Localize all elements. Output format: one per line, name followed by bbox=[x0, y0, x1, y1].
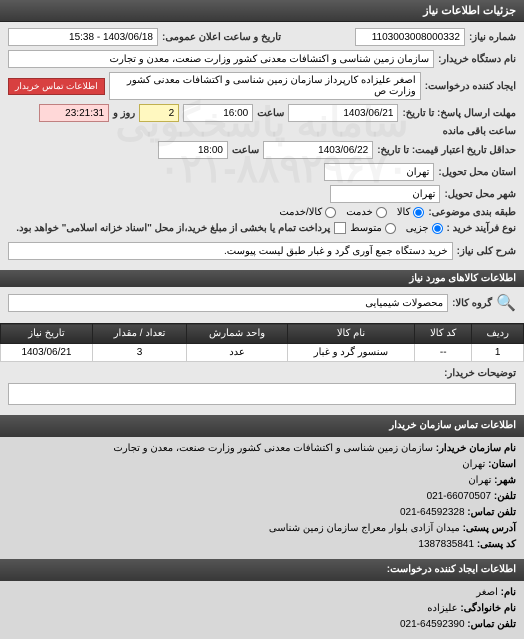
radio-kala-khadamat[interactable]: کالا/خدمت bbox=[279, 207, 336, 218]
label-need-number: شماره نیاز: bbox=[469, 32, 516, 43]
table-row: 1 -- سنسور گرد و غبار عدد 3 1403/06/21 bbox=[1, 344, 524, 362]
col-name: نام کالا bbox=[287, 324, 414, 344]
field-delivery-province: تهران bbox=[324, 163, 434, 181]
field-buyer-org: سازمان زمین شناسی و اکتشافات معدنی کشور … bbox=[8, 50, 434, 68]
radio-khadamat-input[interactable] bbox=[376, 207, 387, 218]
field-buyer-notes[interactable] bbox=[8, 383, 516, 405]
label-full-payment: پرداخت تمام یا بخشی از مبلغ خرید،از محل … bbox=[16, 223, 330, 234]
goods-info-header: اطلاعات کالاهای مورد نیاز bbox=[0, 270, 524, 287]
checkbox-full-payment[interactable] bbox=[334, 222, 346, 234]
field-response-deadline-time: 16:00 bbox=[183, 104, 253, 122]
field-goods-group: محصولات شیمیایی bbox=[8, 294, 448, 312]
contact-block: اطلاعات تماس سازمان خریدار نام سازمان خر… bbox=[0, 415, 524, 639]
contact-header-1: اطلاعات تماس سازمان خریدار bbox=[0, 415, 524, 437]
field-need-title: خرید دستگاه جمع آوری گرد و غبار طبق لیست… bbox=[8, 242, 453, 260]
label-time-remaining: ساعت باقی مانده bbox=[443, 126, 516, 137]
label-validity-deadline: حداقل تاریخ اعتبار قیمت: تا تاریخ: bbox=[377, 145, 516, 156]
field-days-remaining: 2 bbox=[139, 104, 179, 122]
panel-header: جزئیات اطلاعات نیاز bbox=[0, 0, 524, 22]
radio-medium[interactable]: متوسط bbox=[350, 223, 395, 234]
label-purchase-type: نوع فرآیند خرید : bbox=[447, 223, 516, 234]
panel-title: جزئیات اطلاعات نیاز bbox=[423, 5, 516, 17]
purchase-type-radio-group: جزیی متوسط bbox=[350, 223, 442, 234]
label-delivery-province: استان محل تحویل: bbox=[438, 167, 516, 178]
buyer-contact-button[interactable]: اطلاعات تماس خریدار bbox=[8, 78, 105, 95]
field-validity-deadline-date: 1403/06/22 bbox=[263, 141, 373, 159]
field-announce-datetime: 1403/06/18 - 15:38 bbox=[8, 28, 158, 46]
field-response-deadline-date: 1403/06/21 bbox=[288, 104, 398, 122]
goods-table: ردیف کد کالا نام کالا واحد شمارش تعداد /… bbox=[0, 323, 524, 362]
radio-kala-khadamat-input[interactable] bbox=[325, 207, 336, 218]
field-delivery-city: تهران bbox=[330, 185, 440, 203]
label-need-title: شرح کلی نیاز: bbox=[457, 246, 516, 257]
label-goods-group: گروه کالا: bbox=[452, 298, 492, 309]
label-delivery-city: شهر محل تحویل: bbox=[444, 189, 516, 200]
col-date: تاریخ نیاز bbox=[1, 324, 93, 344]
field-need-number: 1103003008000332 bbox=[355, 28, 465, 46]
field-time-remaining: 23:21:31 bbox=[39, 104, 109, 122]
label-announce-datetime: تاریخ و ساعت اعلان عمومی: bbox=[162, 32, 281, 43]
col-row: ردیف bbox=[472, 324, 524, 344]
col-code: کد کالا bbox=[415, 324, 472, 344]
field-requester: اصغر علیزاده کارپرداز سازمان زمین شناسی … bbox=[109, 72, 421, 100]
label-buyer-org: نام دستگاه خریدار: bbox=[438, 54, 516, 65]
field-validity-deadline-time: 18:00 bbox=[158, 141, 228, 159]
label-time-2: ساعت bbox=[232, 145, 259, 156]
col-unit: واحد شمارش bbox=[187, 324, 288, 344]
radio-kala-input[interactable] bbox=[413, 207, 424, 218]
category-radio-group: کالا خدمت کالا/خدمت bbox=[279, 207, 424, 218]
search-icon[interactable]: 🔍 bbox=[496, 293, 516, 313]
contact-header-2: اطلاعات ایجاد کننده درخواست: bbox=[0, 559, 524, 581]
label-time-1: ساعت bbox=[257, 108, 284, 119]
radio-partial-input[interactable] bbox=[432, 223, 443, 234]
radio-partial[interactable]: جزیی bbox=[406, 223, 443, 234]
radio-khadamat[interactable]: خدمت bbox=[346, 207, 387, 218]
col-qty: تعداد / مقدار bbox=[92, 324, 186, 344]
radio-kala[interactable]: کالا bbox=[397, 207, 425, 218]
radio-medium-input[interactable] bbox=[385, 223, 396, 234]
label-days-and: روز و bbox=[113, 108, 135, 119]
label-response-deadline: مهلت ارسال پاسخ: تا تاریخ: bbox=[402, 108, 516, 119]
label-category: طبقه بندی موضوعی: bbox=[428, 207, 516, 218]
label-buyer-notes: توضیحات خریدار: bbox=[444, 368, 516, 379]
label-requester: ایجاد کننده درخواست: bbox=[425, 81, 516, 92]
